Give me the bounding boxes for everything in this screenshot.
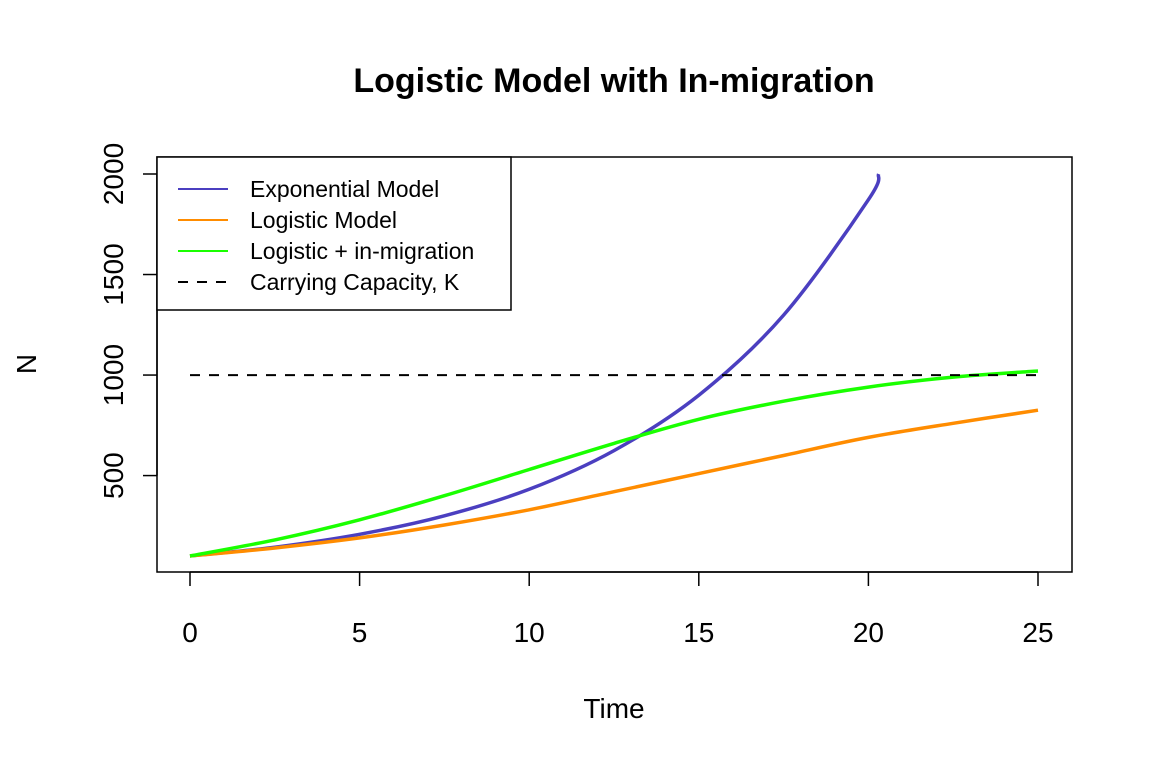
x-tick-label: 15: [683, 617, 714, 648]
legend: Exponential Model Logistic Model Logistic …: [156, 156, 512, 311]
y-axis-label: N: [11, 354, 42, 374]
legend-box: [156, 156, 512, 311]
y-tick-label: 500: [98, 452, 129, 499]
series-line-logistic-in-migration: [189, 369, 1039, 558]
x-tick-label: 0: [182, 617, 198, 648]
series-layer: [189, 173, 1039, 558]
x-tick-label: 5: [352, 617, 368, 648]
legend-label-logistic-in-migration: Logistic + in-migration: [250, 238, 474, 264]
x-tick-label: 10: [514, 617, 545, 648]
y-tick-label: 1500: [98, 243, 129, 305]
y-tick-label: 2000: [98, 143, 129, 205]
legend-label-logistic-model: Logistic Model: [250, 207, 397, 233]
x-axis-label: Time: [583, 693, 644, 724]
x-tick-label: 20: [853, 617, 884, 648]
series-line-logistic-model: [189, 408, 1039, 558]
x-tick-label: 25: [1022, 617, 1053, 648]
series-line-exponential-model: [189, 173, 881, 558]
x-axis: 0 5 10 15 20 25: [182, 571, 1054, 648]
legend-label-carrying-capacity-k: Carrying Capacity, K: [250, 269, 460, 295]
legend-label-exponential-model: Exponential Model: [250, 176, 439, 202]
y-axis: 500 1000 1500 2000: [98, 143, 158, 499]
chart-title: Logistic Model with In-migration: [353, 62, 874, 100]
y-tick-label: 1000: [98, 344, 129, 406]
